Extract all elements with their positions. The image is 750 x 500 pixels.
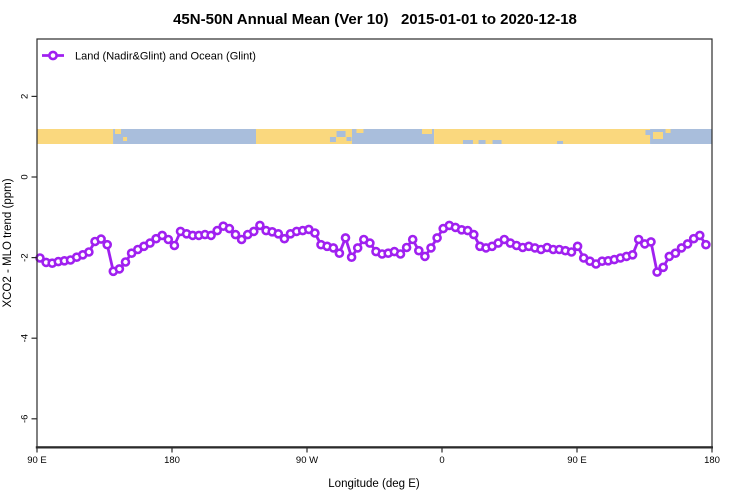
data-point-marker (426, 243, 436, 253)
legend-open-circle-icon (48, 50, 58, 61)
x-tick-label: 180 (164, 455, 180, 466)
y-tick-label: 2 (20, 94, 31, 99)
data-point-marker (334, 248, 345, 258)
axis-ticks: 90 E 180 90 W 0 90 E 180 2 0 -2 -4 -6 (20, 94, 720, 466)
data-point-marker (157, 230, 167, 241)
data-point-marker (273, 229, 284, 239)
data-point-marker (340, 233, 351, 243)
data-point-marker (96, 234, 106, 244)
band-segment-ocean (650, 129, 712, 144)
band-speckle-land (422, 129, 432, 134)
data-point-marker (279, 233, 290, 244)
y-axis-label: XCO2 - MLO trend (ppm) (2, 178, 14, 307)
data-point-marker (145, 238, 155, 248)
data-point-marker (236, 234, 247, 245)
data-point-marker (572, 241, 583, 252)
data-point-marker (255, 220, 265, 231)
y-tick-label: -2 (20, 253, 31, 261)
band-speckle-land (653, 132, 663, 139)
band-segment-land (434, 129, 651, 144)
band-segment-land (256, 129, 352, 144)
x-tick-label: 90 E (567, 455, 587, 466)
legend: Land (Nadir&Glint) and Ocean (Glint) (42, 51, 256, 63)
data-point-marker (652, 267, 662, 277)
data-point-marker (420, 251, 430, 262)
data-point-marker (206, 230, 216, 241)
band-speckle-land (356, 129, 364, 133)
data-point-marker (701, 239, 711, 250)
band-speckle-ocean (645, 130, 651, 135)
data-point-marker (395, 249, 406, 259)
y-tick-label: 0 (20, 174, 31, 179)
y-tick-label: -4 (20, 334, 31, 342)
chart-title: 45N-50N Annual Mean (Ver 10) 2015-01-01 … (173, 11, 577, 28)
data-point-marker (627, 250, 638, 260)
data-point-marker (328, 243, 339, 253)
data-point-marker (646, 237, 656, 247)
band-speckle-ocean (557, 141, 564, 144)
data-point-marker (224, 223, 235, 234)
y-tick-label: -6 (20, 415, 31, 423)
band-segment-ocean (113, 129, 256, 144)
data-point-marker (468, 229, 479, 240)
data-point-marker (694, 230, 705, 241)
data-point-marker (114, 264, 125, 274)
band-speckle-ocean (462, 140, 473, 144)
band-speckle-ocean (478, 140, 486, 144)
x-axis-label: Longitude (deg E) (328, 478, 420, 490)
data-point-marker (401, 242, 412, 253)
data-point-marker (230, 229, 241, 240)
data-point-marker (566, 247, 577, 257)
band-speckle-ocean (329, 137, 336, 142)
x-tick-label: 180 (704, 455, 720, 466)
data-point-marker (432, 233, 442, 243)
data-point-marker (212, 225, 222, 236)
data-point-marker (670, 248, 681, 258)
band-speckle-ocean (492, 140, 502, 144)
data-point-marker (169, 240, 180, 251)
band-segment-ocean (352, 129, 435, 144)
data-point-marker (352, 243, 363, 253)
x-tick-label: 0 (439, 455, 444, 466)
data-point-marker (84, 247, 94, 257)
data-point-marker (407, 234, 418, 245)
band-speckle-land (665, 129, 671, 133)
data-point-marker (249, 226, 259, 237)
legend-label: Land (Nadir&Glint) and Ocean (Glint) (75, 51, 256, 63)
data-series (35, 220, 711, 277)
data-point-marker (682, 239, 693, 249)
data-point-marker (102, 239, 112, 250)
band-speckle-ocean (346, 137, 352, 141)
band-speckle-land (115, 129, 121, 134)
data-point-marker (310, 228, 320, 238)
data-point-marker (413, 245, 424, 256)
data-point-marker (163, 234, 174, 245)
land-ocean-band (37, 129, 712, 144)
data-point-marker (120, 257, 131, 267)
band-segment-land (37, 129, 114, 144)
data-point-marker (365, 238, 375, 248)
data-point-marker (658, 262, 669, 273)
x-tick-label: 90 E (27, 455, 47, 466)
x-tick-label: 90 W (296, 455, 318, 466)
data-point-marker (346, 252, 357, 263)
data-point-marker (633, 234, 644, 245)
band-speckle-land (123, 137, 128, 141)
band-speckle-ocean (336, 131, 346, 137)
